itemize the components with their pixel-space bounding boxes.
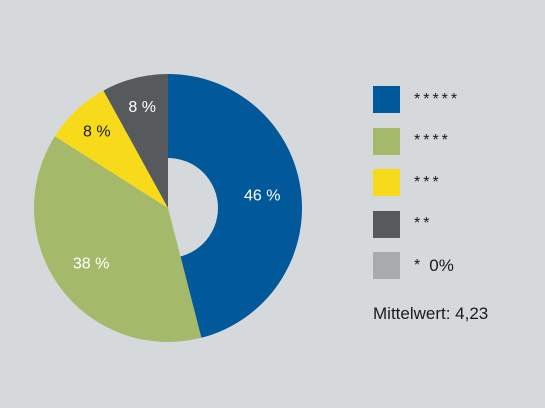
legend-label: ***** bbox=[414, 90, 461, 108]
legend-label: *** bbox=[414, 173, 442, 191]
donut-slice bbox=[168, 74, 302, 338]
legend-item-2-stars: ** bbox=[373, 210, 533, 238]
legend-label: * bbox=[414, 256, 424, 274]
slice-label: 46 % bbox=[244, 188, 280, 205]
legend-label: ** bbox=[414, 215, 433, 232]
legend-value-zero: 0% bbox=[429, 255, 454, 275]
legend-item-1-star: * 0% bbox=[373, 252, 533, 279]
slice-label: 8 % bbox=[83, 124, 111, 141]
legend-swatch bbox=[373, 169, 400, 196]
mean-value: Mittelwert: 4,23 bbox=[373, 304, 489, 323]
donut-slice bbox=[34, 136, 202, 342]
slice-label: 8 % bbox=[128, 99, 156, 116]
legend-swatch bbox=[373, 210, 400, 238]
legend-swatch bbox=[373, 127, 400, 155]
legend-item-5-stars: ***** bbox=[373, 86, 533, 113]
slice-label: 38 % bbox=[73, 255, 109, 272]
legend-item-4-stars: **** bbox=[373, 127, 533, 155]
legend-swatch bbox=[373, 252, 400, 279]
legend: ***** **** *** ** * 0% bbox=[373, 86, 533, 294]
legend-swatch bbox=[373, 86, 400, 113]
donut-slice bbox=[103, 74, 168, 208]
legend-label: **** bbox=[414, 132, 451, 149]
legend-item-3-stars: *** bbox=[373, 169, 533, 196]
donut-slice bbox=[54, 90, 168, 208]
